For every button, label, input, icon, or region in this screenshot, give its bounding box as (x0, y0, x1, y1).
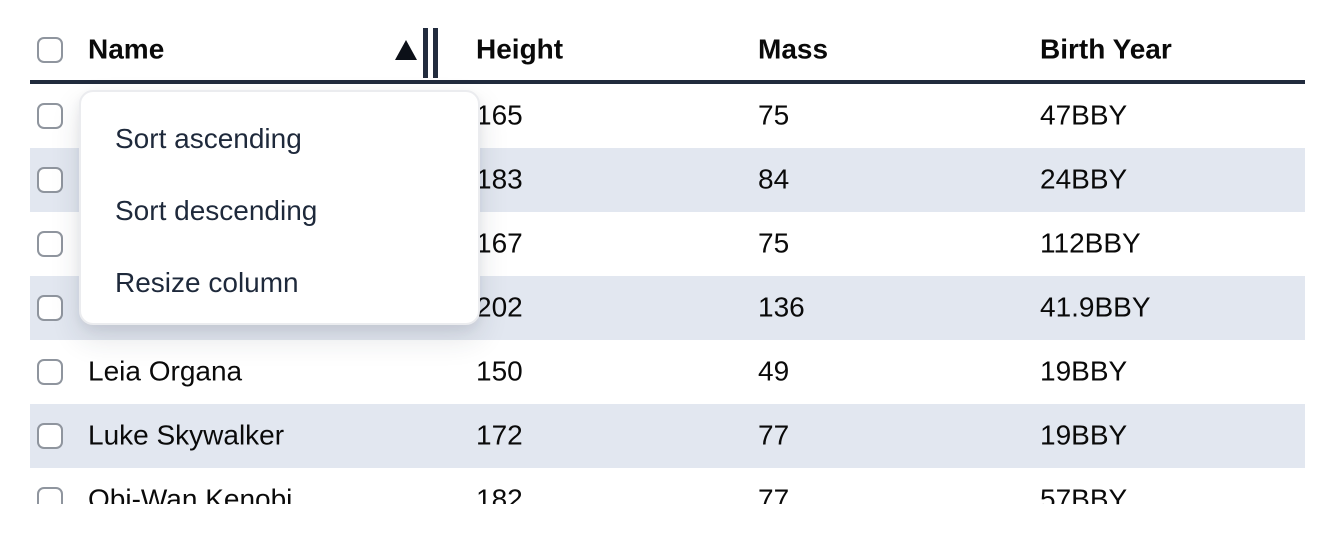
row-checkbox[interactable] (37, 295, 63, 321)
cell-height: 150 (476, 355, 523, 387)
cell-birth-year: 41.9BBY (1040, 291, 1151, 323)
cell-mass: 49 (758, 355, 790, 387)
cell-height: 183 (476, 163, 523, 195)
cell-mass: 75 (758, 227, 790, 259)
cell-name: Luke Skywalker (88, 419, 285, 451)
cell-height: 167 (476, 227, 523, 259)
column-header-mass[interactable]: Mass (758, 33, 829, 65)
column-resize-handle[interactable] (423, 28, 438, 78)
row-checkbox[interactable] (37, 167, 63, 193)
row-checkbox[interactable] (37, 231, 63, 257)
menu-item-resize-column[interactable]: Resize column (115, 267, 299, 298)
table-row: Obi-Wan Kenobi 182 77 57BBY (30, 468, 1305, 504)
table-row: Leia Organa 150 49 19BBY (30, 340, 1305, 404)
row-checkbox[interactable] (37, 103, 63, 129)
cell-birth-year: 19BBY (1040, 419, 1128, 451)
cell-birth-year: 57BBY (1040, 483, 1128, 504)
table-row: Luke Skywalker 172 77 19BBY (30, 404, 1305, 468)
cell-mass: 77 (758, 483, 790, 504)
sort-ascending-icon[interactable] (395, 40, 417, 60)
select-all-checkbox[interactable] (37, 37, 63, 63)
row-checkbox[interactable] (37, 359, 63, 385)
column-header-height[interactable]: Height (476, 33, 564, 65)
cell-mass: 136 (758, 291, 805, 323)
menu-item-sort-descending[interactable]: Sort descending (115, 195, 318, 226)
cell-name: Leia Organa (88, 355, 243, 387)
cell-name: Obi-Wan Kenobi (88, 483, 293, 504)
cell-height: 202 (476, 291, 523, 323)
column-context-menu: Sort ascending Sort descending Resize co… (79, 90, 480, 325)
row-checkbox[interactable] (37, 487, 63, 504)
cell-birth-year: 19BBY (1040, 355, 1128, 387)
column-header-name[interactable]: Name (88, 33, 165, 65)
cell-height: 172 (476, 419, 523, 451)
cell-mass: 84 (758, 163, 790, 195)
cell-height: 165 (476, 99, 523, 131)
row-checkbox[interactable] (37, 423, 63, 449)
cell-mass: 75 (758, 99, 790, 131)
column-header-birth-year[interactable]: Birth Year (1040, 33, 1172, 65)
cell-birth-year: 24BBY (1040, 163, 1128, 195)
menu-item-sort-ascending[interactable]: Sort ascending (115, 123, 302, 154)
cell-birth-year: 47BBY (1040, 99, 1128, 131)
cell-height: 182 (476, 483, 523, 504)
cell-birth-year: 112BBY (1040, 227, 1141, 259)
cell-mass: 77 (758, 419, 790, 451)
table-header-row: Name Height Mass Birth Year (30, 20, 1305, 84)
